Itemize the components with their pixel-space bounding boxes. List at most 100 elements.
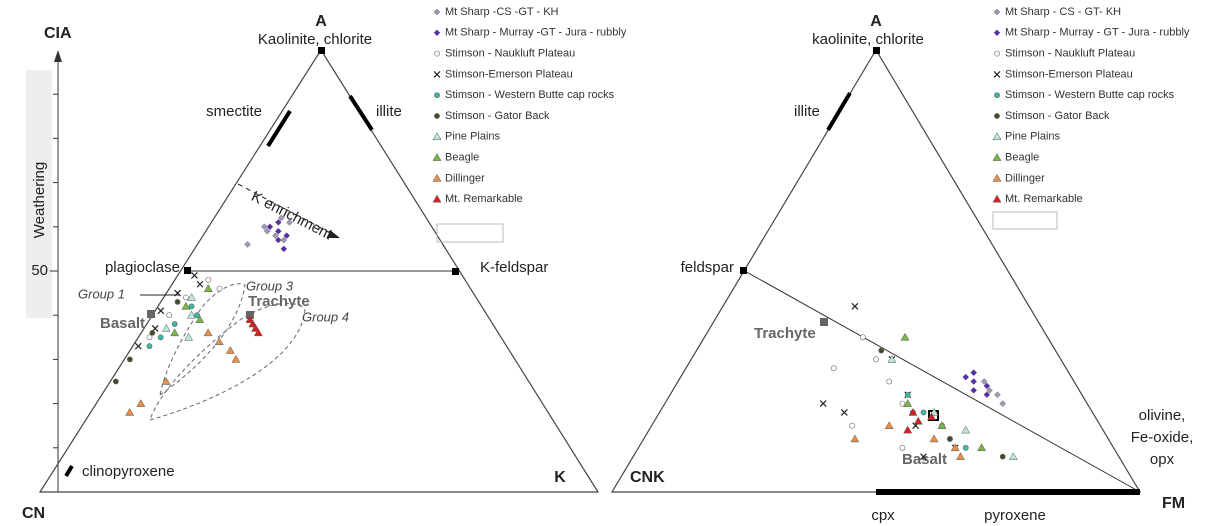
annotation: cpx	[871, 507, 895, 524]
legend-label: Stimson - Western Butte cap rocks	[445, 89, 615, 101]
point	[146, 343, 153, 350]
annotation: K enrichment	[248, 188, 335, 244]
annotation: Basalt	[902, 451, 947, 468]
point	[188, 303, 195, 310]
point	[251, 323, 261, 332]
point	[994, 391, 1001, 399]
point	[920, 453, 927, 461]
point	[970, 378, 977, 385]
vertex-marker	[318, 47, 325, 54]
legend-marker	[432, 132, 442, 141]
legend-marker	[434, 50, 440, 57]
point	[134, 342, 142, 350]
point	[999, 400, 1007, 407]
point	[194, 312, 200, 319]
legend-label: Pine Plains	[445, 131, 501, 143]
point	[112, 378, 119, 385]
corner-top: A	[315, 13, 327, 30]
annotation: plagioclase	[105, 259, 180, 276]
point	[136, 399, 146, 407]
basalt-marker	[147, 310, 155, 318]
point	[929, 434, 939, 443]
point	[166, 312, 173, 319]
legend-marker	[433, 29, 441, 37]
point	[956, 452, 965, 460]
annotation: Group 1	[78, 286, 125, 301]
legend-label: Stimson - Western Butte cap rocks	[1005, 89, 1175, 101]
point	[903, 425, 913, 434]
corner-right: K	[554, 469, 566, 486]
point	[187, 293, 196, 301]
vertex-marker	[184, 267, 191, 274]
point	[216, 285, 223, 292]
legend-label: Stimson - Gator Back	[1005, 110, 1110, 122]
point	[146, 334, 153, 341]
legend-marker	[434, 92, 440, 99]
point	[170, 328, 180, 337]
axis-title: Weathering	[31, 162, 48, 238]
corner-top: A	[870, 13, 882, 30]
legend-box	[436, 223, 504, 243]
point	[886, 378, 893, 385]
point	[203, 328, 213, 337]
point	[266, 223, 274, 231]
point	[280, 245, 288, 253]
trachyte-marker	[820, 318, 828, 326]
legend-label: Dillinger	[1005, 172, 1045, 184]
legend-label: Mt Sharp - CS - GT- KH	[1005, 6, 1121, 18]
annotation: Basalt	[100, 315, 145, 332]
point	[125, 407, 135, 416]
point	[903, 399, 913, 407]
legend-label: Stimson - Naukluft Plateau	[445, 48, 575, 60]
legend-marker	[992, 173, 1002, 182]
point	[950, 443, 960, 452]
y-tick-label: 50	[31, 262, 48, 279]
point	[183, 294, 189, 301]
trachyte-marker	[246, 311, 254, 319]
point	[830, 365, 837, 372]
annotation: Group 3	[246, 278, 294, 293]
point	[887, 354, 897, 363]
legend-marker	[992, 153, 1002, 161]
point	[184, 332, 194, 341]
annotation: Trachyte	[248, 293, 310, 310]
point	[171, 321, 178, 327]
point	[819, 400, 827, 408]
legend-marker	[993, 29, 1001, 37]
legend-marker	[992, 132, 1002, 141]
legend-marker	[433, 8, 441, 16]
point	[970, 369, 977, 376]
annotation: Kaolinite, chlorite	[258, 31, 372, 48]
legend-marker	[993, 70, 1001, 78]
point	[850, 434, 860, 443]
legend-marker	[992, 194, 1002, 203]
corner-right: FM	[1162, 495, 1185, 512]
arrow-head	[328, 230, 340, 238]
point	[244, 241, 251, 248]
group3-outline	[159, 283, 246, 397]
point	[272, 232, 279, 239]
point	[983, 391, 991, 399]
point	[245, 315, 255, 323]
point	[904, 391, 911, 398]
annotation: opx	[1150, 451, 1175, 468]
corner-left: CNK	[630, 469, 665, 486]
legend-label: Mt. Remarkable	[1005, 193, 1083, 205]
k-enrichment-arrow	[237, 183, 337, 237]
point	[937, 421, 947, 429]
point	[187, 310, 196, 319]
point	[275, 236, 282, 244]
group4-outline	[149, 302, 306, 421]
point	[983, 382, 991, 390]
smectite-bar	[266, 109, 292, 148]
legend-label: Mt Sharp - Murray -GT - Jura - rubbly	[445, 27, 627, 39]
point	[174, 299, 181, 305]
legend-marker	[432, 173, 442, 182]
point	[878, 347, 885, 354]
point	[275, 227, 282, 235]
legend-box	[992, 211, 1058, 230]
point	[261, 223, 268, 231]
axis-label: CIA	[44, 25, 72, 42]
point	[859, 334, 866, 341]
point	[277, 214, 285, 222]
